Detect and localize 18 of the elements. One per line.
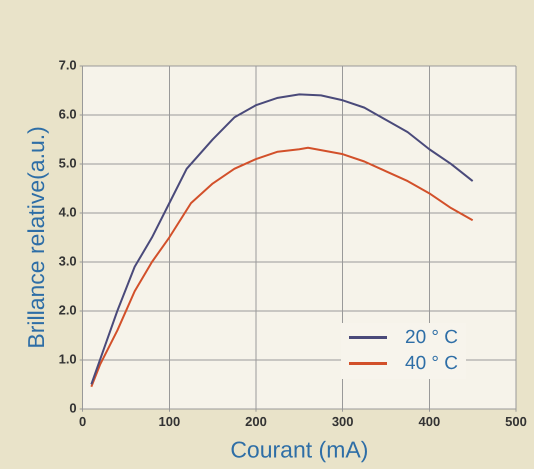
x-tick-label: 200 [245,414,267,430]
x-tick-label: 0 [79,414,86,430]
y-axis-title: Brillance relative(a.u.) [23,126,50,349]
y-tick-label: 4.0 [58,204,77,220]
x-tick-label: 400 [418,414,440,430]
y-tick-label: 5.0 [58,156,77,171]
x-tick-label: 100 [158,414,180,430]
y-tick-label: 2.0 [58,302,77,318]
legend-label: 20 ° C [405,326,458,350]
y-tick-label: 1.0 [58,351,77,366]
x-tick-label: 500 [505,414,527,430]
y-tick-label: 0 [69,400,77,416]
x-tick-label: 300 [332,414,354,430]
legend-label: 40 ° C [405,352,458,376]
y-tick-label: 7.0 [58,58,77,73]
y-tick-label: 6.0 [58,106,77,122]
x-axis-title: Courant (mA) [230,436,368,463]
y-tick-label: 3.0 [58,253,77,268]
